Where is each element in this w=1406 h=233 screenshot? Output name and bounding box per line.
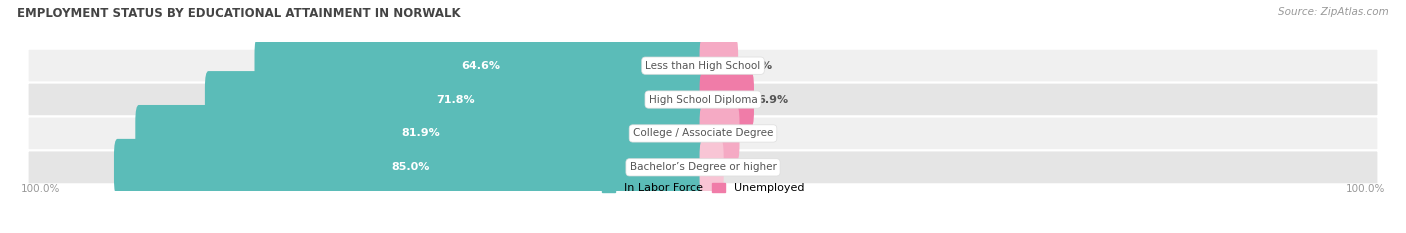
FancyBboxPatch shape xyxy=(205,71,706,128)
FancyBboxPatch shape xyxy=(700,71,754,128)
FancyBboxPatch shape xyxy=(28,150,1378,184)
FancyBboxPatch shape xyxy=(28,116,1378,150)
Text: EMPLOYMENT STATUS BY EDUCATIONAL ATTAINMENT IN NORWALK: EMPLOYMENT STATUS BY EDUCATIONAL ATTAINM… xyxy=(17,7,461,20)
FancyBboxPatch shape xyxy=(114,139,706,196)
Text: Bachelor’s Degree or higher: Bachelor’s Degree or higher xyxy=(630,162,776,172)
Text: 4.6%: 4.6% xyxy=(741,61,773,71)
Text: 100.0%: 100.0% xyxy=(21,184,60,194)
FancyBboxPatch shape xyxy=(700,37,738,94)
Text: Less than High School: Less than High School xyxy=(645,61,761,71)
Legend: In Labor Force, Unemployed: In Labor Force, Unemployed xyxy=(598,178,808,197)
Text: 81.9%: 81.9% xyxy=(402,128,440,138)
FancyBboxPatch shape xyxy=(254,37,706,94)
Text: 100.0%: 100.0% xyxy=(1346,184,1385,194)
FancyBboxPatch shape xyxy=(28,49,1378,83)
Text: 85.0%: 85.0% xyxy=(391,162,429,172)
Text: Source: ZipAtlas.com: Source: ZipAtlas.com xyxy=(1278,7,1389,17)
Text: 6.9%: 6.9% xyxy=(758,95,789,105)
Text: High School Diploma: High School Diploma xyxy=(648,95,758,105)
Text: 4.8%: 4.8% xyxy=(742,128,773,138)
Text: 64.6%: 64.6% xyxy=(461,61,501,71)
Text: College / Associate Degree: College / Associate Degree xyxy=(633,128,773,138)
FancyBboxPatch shape xyxy=(28,83,1378,116)
FancyBboxPatch shape xyxy=(700,105,740,162)
FancyBboxPatch shape xyxy=(135,105,706,162)
FancyBboxPatch shape xyxy=(700,139,724,196)
Text: 71.8%: 71.8% xyxy=(436,95,475,105)
Text: 2.5%: 2.5% xyxy=(727,162,758,172)
